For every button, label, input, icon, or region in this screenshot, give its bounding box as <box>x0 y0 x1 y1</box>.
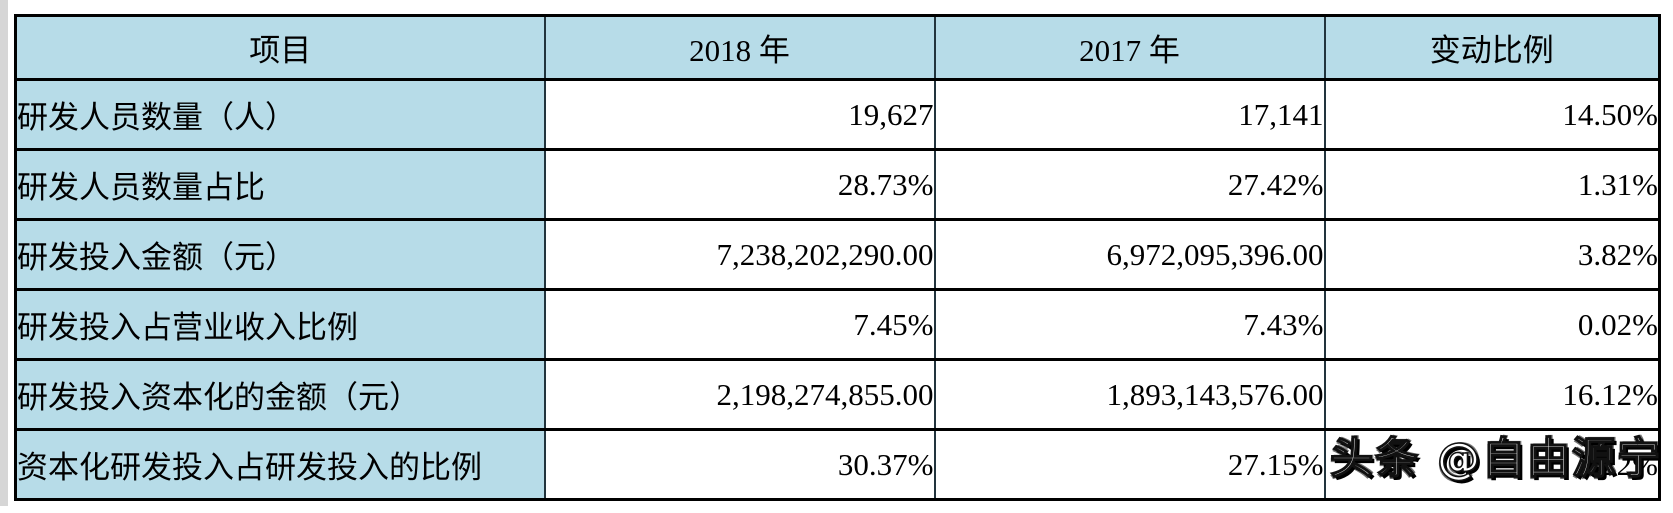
value-change: 14.50% <box>1323 78 1661 151</box>
value-2017: 1,893,143,576.00 <box>933 358 1326 431</box>
table-row: 研发投入占营业收入比例 7.45% 7.43% 0.02% <box>14 288 1661 361</box>
value-2018: 2,198,274,855.00 <box>543 358 936 431</box>
header-row: 项目 2018 年 2017 年 变动比例 <box>14 14 1661 81</box>
row-label: 资本化研发投入占研发投入的比例 <box>14 428 546 501</box>
value-change: 16.12% <box>1323 358 1661 431</box>
row-label: 研发投入占营业收入比例 <box>14 288 546 361</box>
value-2018: 30.37% <box>543 428 936 501</box>
value-2018: 7.45% <box>543 288 936 361</box>
value-2018: 7,238,202,290.00 <box>543 218 936 291</box>
table-row: 研发投入金额（元） 7,238,202,290.00 6,972,095,396… <box>14 218 1661 291</box>
column-header-item: 项目 <box>14 14 546 81</box>
page-edge-strip <box>0 0 8 506</box>
value-2018: 28.73% <box>543 148 936 221</box>
value-change: 1.31% <box>1323 148 1661 221</box>
table-row: 资本化研发投入占研发投入的比例 30.37% 27.15% 3.22% <box>14 428 1661 501</box>
value-2017: 17,141 <box>933 78 1326 151</box>
row-label: 研发人员数量占比 <box>14 148 546 221</box>
column-header-change: 变动比例 <box>1323 14 1661 81</box>
value-2017: 27.15% <box>933 428 1326 501</box>
value-change: 3.22% <box>1323 428 1661 501</box>
value-change: 0.02% <box>1323 288 1661 361</box>
table-row: 研发人员数量（人） 19,627 17,141 14.50% <box>14 78 1661 151</box>
column-header-2018: 2018 年 <box>543 14 936 81</box>
row-label: 研发人员数量（人） <box>14 78 546 151</box>
rd-investment-table: 项目 2018 年 2017 年 变动比例 研发人员数量（人） 19,627 1… <box>14 14 1661 501</box>
row-label: 研发投入金额（元） <box>14 218 546 291</box>
value-2017: 27.42% <box>933 148 1326 221</box>
row-label: 研发投入资本化的金额（元） <box>14 358 546 431</box>
column-header-2017: 2017 年 <box>933 14 1326 81</box>
table-row: 研发投入资本化的金额（元） 2,198,274,855.00 1,893,143… <box>14 358 1661 431</box>
table-row: 研发人员数量占比 28.73% 27.42% 1.31% <box>14 148 1661 221</box>
value-2017: 6,972,095,396.00 <box>933 218 1326 291</box>
value-2018: 19,627 <box>543 78 936 151</box>
value-2017: 7.43% <box>933 288 1326 361</box>
value-change: 3.82% <box>1323 218 1661 291</box>
